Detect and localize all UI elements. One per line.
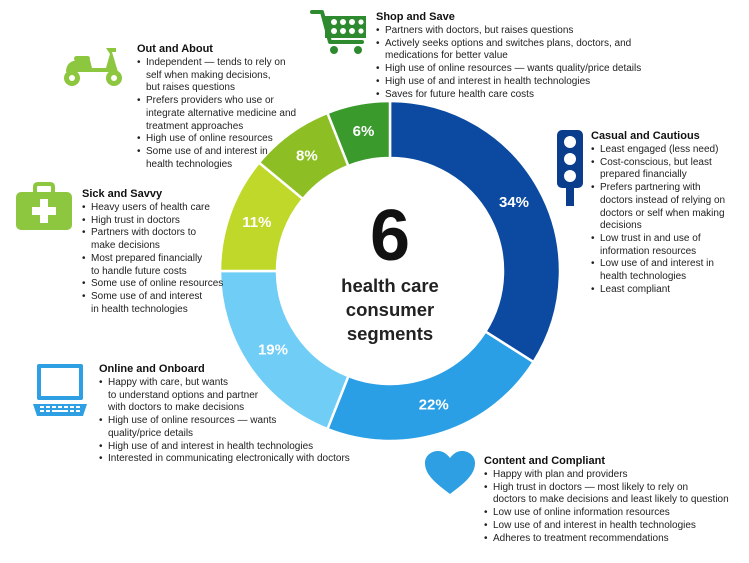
segment-bullet: Happy with care, but wants to understand… [99, 377, 369, 415]
segment-bullet: High trust in doctors [82, 215, 232, 228]
segment-bullet: Actively seeks options and switches plan… [376, 38, 716, 63]
segment-title: Shop and Save [376, 11, 455, 23]
slice-value-label: 6% [353, 123, 375, 140]
segment-bullet: High use of online resources [137, 133, 307, 146]
segment-bullet: Adheres to treatment recommendations [484, 533, 746, 546]
segment-bullet: High use of online resources — wants qua… [376, 63, 716, 76]
slice-value-label: 19% [258, 342, 288, 359]
donut-slice-casual-and-cautious [388, 99, 562, 364]
segment-bullet: Low trust in and use of information reso… [591, 233, 741, 258]
segment-bullet: Prefers providers who use or integrate a… [137, 95, 307, 133]
segment-bullet: Low use of online information resources [484, 507, 746, 520]
segment-bullet: Heavy users of health care [82, 202, 232, 215]
segment-bullet: Most prepared financially to handle futu… [82, 253, 232, 278]
slice-value-label: 22% [419, 397, 449, 414]
segment-bullet: Low use of and interest in health techno… [484, 520, 746, 533]
segment-bullet: High trust in doctors — most likely to r… [484, 482, 746, 507]
donut-slice-shop-and-save [325, 99, 392, 168]
medical-kit-icon [15, 182, 73, 232]
segment-content-and-compliant: Content and Compliant Happy with plan an… [484, 455, 746, 545]
segment-bullet: Prefers partnering with doctors instead … [591, 182, 741, 233]
center-caption: health care consumer segments [341, 275, 439, 344]
segment-bullet: Low use of and interest in health techno… [591, 258, 741, 283]
segment-casual-and-cautious: Casual and Cautious Least engaged (less … [591, 130, 741, 296]
segment-title: Sick and Savvy [82, 188, 163, 200]
scooter-icon [60, 42, 128, 88]
segment-title: Content and Compliant [484, 455, 605, 467]
segment-sick-and-savvy: Sick and Savvy Heavy users of health car… [82, 188, 232, 316]
segment-title: Online and Onboard [99, 363, 205, 375]
segment-bullet: Saves for future health care costs [376, 89, 716, 102]
segment-out-and-about: Out and About Independent — tends to rel… [137, 43, 307, 171]
segment-bullet: Cost-conscious, but least prepared finan… [591, 157, 741, 182]
segment-bullet: Some use of online resources [82, 278, 232, 291]
segment-title: Out and About [137, 43, 213, 55]
segment-title: Casual and Cautious [591, 130, 700, 142]
segment-bullet: Interested in communicating electronical… [99, 453, 369, 466]
segment-bullet: Least engaged (less need) [591, 144, 741, 157]
segment-bullet: Least compliant [591, 284, 741, 297]
segment-bullet: Happy with plan and providers [484, 469, 746, 482]
heart-icon [424, 450, 476, 496]
segment-shop-and-save: Shop and Save Partners with doctors, but… [376, 11, 716, 101]
segment-online-and-onboard: Online and Onboard Happy with care, but … [99, 363, 369, 466]
slice-value-label: 34% [499, 194, 529, 211]
segment-bullet: Some use of and interest in health techn… [137, 146, 307, 171]
segment-bullet: Some use of and interest in health techn… [82, 291, 232, 316]
traffic-light-icon [555, 128, 585, 208]
segment-bullet: High use of online resources — wants qua… [99, 415, 369, 440]
segment-bullet: High use of and interest in health techn… [99, 441, 369, 454]
segment-bullet: High use of and interest in health techn… [376, 76, 716, 89]
segment-bullet: Partners with doctors, but raises questi… [376, 25, 716, 38]
center-number: 6 [369, 196, 411, 276]
segment-bullet: Partners with doctors to make decisions [82, 227, 232, 252]
slice-value-label: 11% [242, 214, 271, 231]
shopping-cart-icon [310, 8, 370, 56]
segment-bullet: Independent — tends to rely on self when… [137, 57, 307, 95]
laptop-icon [32, 362, 88, 418]
